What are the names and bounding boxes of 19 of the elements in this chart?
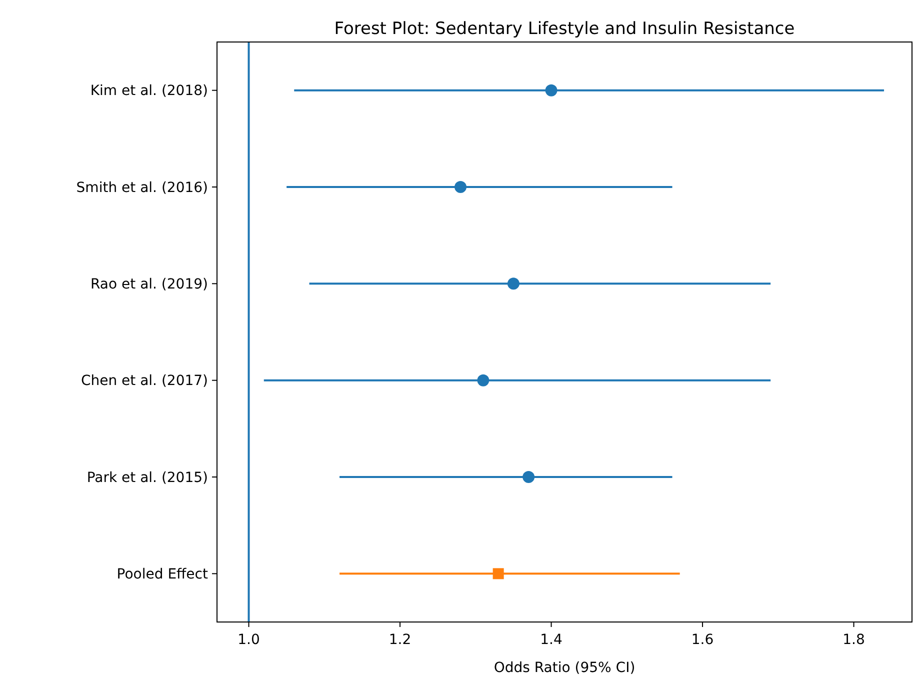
y-tick-label: Pooled Effect — [116, 566, 208, 583]
x-axis-title: Odds Ratio (95% CI) — [494, 660, 636, 676]
point — [477, 374, 490, 386]
y-tick-label: Park et al. (2015) — [86, 470, 208, 486]
point — [522, 471, 535, 483]
point — [545, 84, 558, 96]
x-tick-label: 1.8 — [842, 632, 865, 648]
x-tick-label: 1.4 — [540, 632, 562, 648]
x-tick-label: 1.0 — [238, 632, 260, 648]
point — [507, 278, 520, 290]
point — [454, 181, 467, 193]
chart-title: Forest Plot: Sedentary Lifestyle and Insulin Resistance — [334, 19, 795, 39]
y-tick-label: Smith et al. (2016) — [76, 180, 208, 196]
x-tick-label: 1.2 — [388, 632, 412, 648]
point — [492, 568, 504, 580]
y-tick-label: Chen et al. (2017) — [80, 373, 208, 390]
y-tick-label: Kim et al. (2018) — [90, 83, 208, 100]
x-tick-label: 1.6 — [691, 632, 714, 648]
y-tick-label: Rao et al. (2019) — [90, 276, 208, 293]
